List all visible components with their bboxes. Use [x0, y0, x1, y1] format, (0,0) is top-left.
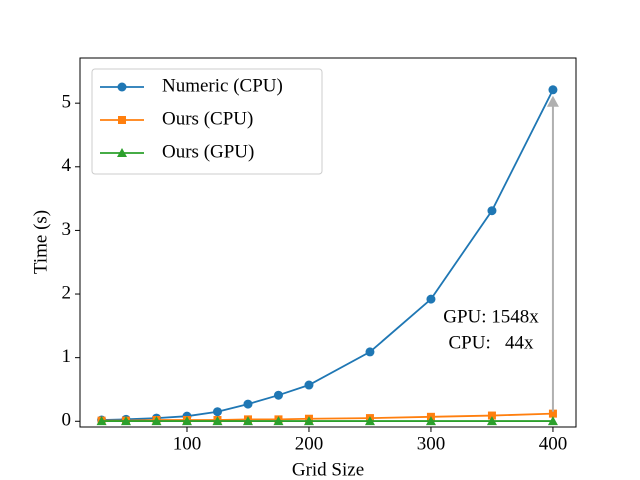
data-point	[212, 407, 222, 417]
data-point	[548, 409, 557, 418]
y-axis-label: Time (s)	[30, 210, 51, 274]
data-point	[273, 416, 284, 426]
data-point	[487, 206, 497, 216]
legend-label: Ours (CPU)	[162, 108, 253, 129]
legend-marker	[118, 116, 126, 124]
y-tick-label: 4	[62, 155, 72, 176]
data-point	[425, 416, 436, 426]
data-point	[273, 390, 283, 400]
data-point	[151, 416, 162, 426]
data-point	[304, 380, 314, 390]
data-point	[120, 416, 131, 426]
data-point	[212, 416, 223, 426]
data-point	[243, 399, 253, 409]
annotation-arrowhead	[546, 95, 559, 107]
data-point	[364, 416, 375, 426]
data-point	[242, 416, 253, 426]
data-point	[426, 294, 436, 304]
x-tick-label: 400	[539, 433, 568, 454]
data-point	[487, 411, 496, 420]
series-line	[101, 412, 553, 422]
legend-label: Numeric (CPU)	[162, 75, 283, 96]
annotation-text: CPU: 44x	[449, 332, 534, 353]
y-tick-label: 1	[62, 346, 72, 367]
x-tick-label: 300	[417, 433, 446, 454]
data-point	[303, 416, 314, 426]
y-tick-label: 2	[62, 282, 72, 303]
y-tick-label: 0	[62, 410, 72, 431]
x-axis-label: Grid Size	[292, 459, 364, 480]
legend-label: Ours (GPU)	[162, 141, 254, 162]
data-point	[548, 85, 558, 95]
y-tick-label: 3	[62, 219, 72, 240]
data-point	[486, 416, 497, 426]
legend-box	[91, 68, 323, 175]
series-line	[101, 89, 554, 421]
y-tick-label: 5	[62, 92, 72, 113]
x-tick-label: 200	[295, 433, 324, 454]
data-point	[365, 347, 375, 357]
data-point	[547, 416, 558, 426]
x-tick-label: 100	[173, 433, 202, 454]
data-point	[96, 416, 107, 426]
annotation-text: GPU: 1548x	[443, 306, 539, 327]
plot-frame	[79, 57, 577, 428]
legend-marker	[117, 82, 127, 92]
data-point	[181, 416, 192, 426]
legend-marker	[117, 148, 127, 157]
